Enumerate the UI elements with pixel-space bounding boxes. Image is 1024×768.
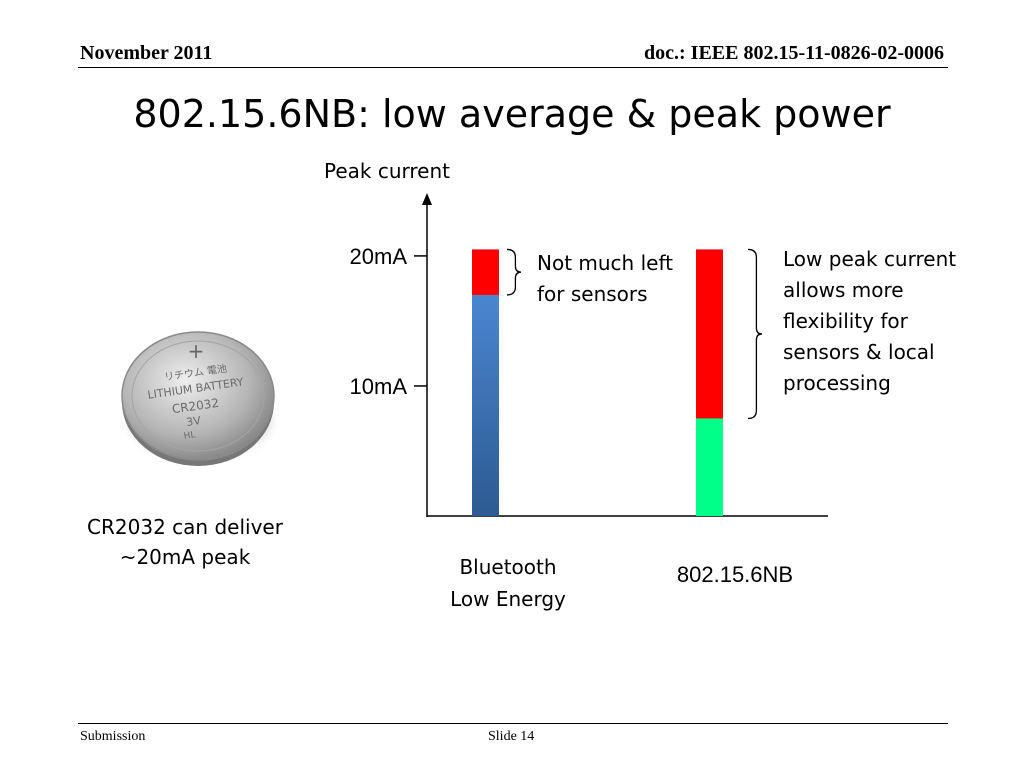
annotation-line: processing: [783, 371, 891, 395]
annotation-line: allows more: [783, 278, 904, 302]
bar-segment: [696, 418, 723, 516]
brace-bluetooth: [506, 248, 522, 296]
slide-title: 802.15.6NB: low average & peak power: [133, 92, 891, 136]
bar-segment: [696, 249, 723, 419]
x-category-label: 802.15.6NB: [677, 562, 793, 587]
bar-segment: [472, 294, 499, 516]
battery-caption: CR2032 can deliver ~20mA peak: [70, 512, 300, 572]
battery-imprint-line: 3V: [185, 414, 202, 429]
battery-caption-line: CR2032 can deliver: [87, 515, 283, 539]
y-axis: [422, 193, 432, 517]
bar-segment: [472, 249, 499, 295]
footer-submission: Submission: [80, 729, 146, 744]
annotation-line: flexibility for: [783, 309, 909, 333]
y-axis-arrow-icon: [422, 193, 432, 205]
annotation-line: Not much left: [537, 251, 673, 275]
header-doc-id: doc.: IEEE 802.15-11-0826-02-0006: [644, 42, 944, 64]
annotation-line: sensors & local: [783, 340, 935, 364]
brace-802-15-6nb: [747, 248, 763, 420]
y-tick-label: 20mA: [350, 244, 408, 269]
header-rule: [78, 67, 948, 68]
svg-text:+: +: [188, 339, 205, 363]
y-tick-label: 10mA: [350, 374, 408, 399]
coin-cell-battery-icon: + リチウム 電池 LITHIUM BATTERY CR2032 3V HL: [121, 331, 275, 466]
footer-slide-number: Slide 14: [488, 729, 535, 744]
battery-imprint-line: CR2032: [171, 396, 220, 416]
annotation-line: for sensors: [537, 282, 648, 306]
annotation-line: Low peak current: [783, 247, 956, 271]
battery-caption-line: ~20mA peak: [119, 545, 251, 569]
x-category-label: Bluetooth: [459, 555, 556, 579]
y-axis-label: Peak current: [324, 159, 450, 183]
footer-rule: [78, 723, 948, 724]
x-category-label: Low Energy: [450, 587, 566, 611]
header-date: November 2011: [80, 42, 213, 64]
battery-imprint-line: HL: [183, 430, 196, 442]
